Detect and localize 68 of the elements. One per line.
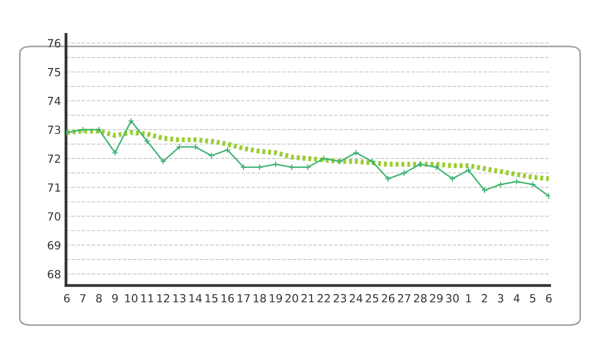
x-tick-label: 21	[302, 294, 314, 302]
x-tick-label: 20	[285, 294, 298, 302]
x-tick-label: 9	[112, 294, 118, 302]
point	[513, 178, 520, 185]
x-tick-label: 30	[446, 294, 459, 302]
x-tick-label: 6	[64, 294, 70, 302]
x-tick-label: 29	[430, 294, 443, 302]
x-tick-label: 16	[222, 294, 234, 302]
x-tick-label: 8	[96, 294, 102, 302]
point	[481, 186, 488, 194]
point	[304, 164, 312, 170]
point	[433, 164, 440, 170]
y-tick-label: 72	[48, 154, 60, 163]
point	[144, 138, 150, 144]
point	[128, 118, 134, 124]
x-tick-label: 7	[80, 294, 86, 302]
point	[272, 160, 279, 168]
x-tick-label: 18	[254, 294, 266, 302]
x-tick-label: 19	[270, 294, 282, 302]
y-tick-label: 71	[48, 184, 60, 192]
x-tick-label: 4	[514, 294, 520, 302]
x-tick-label: 17	[238, 294, 250, 302]
y-tick-label: 73	[48, 126, 60, 134]
point	[256, 164, 263, 170]
y-tick-label: 75	[48, 68, 60, 76]
point	[160, 158, 166, 165]
x-tick-label: 5	[530, 294, 536, 302]
y-tick-label: 76	[48, 39, 60, 48]
y-tick-label: 68	[48, 270, 60, 278]
point	[288, 164, 296, 170]
point	[497, 181, 504, 188]
x-tick-label: 24	[350, 294, 362, 302]
line-series	[66, 128, 550, 182]
point	[400, 170, 408, 176]
x-tick-label: 1	[466, 294, 471, 302]
x-tick-label: 23	[334, 294, 346, 302]
x-tick-label: 28	[414, 294, 427, 302]
point	[320, 155, 328, 162]
point	[449, 175, 456, 182]
point	[384, 175, 392, 182]
x-tick-label: 2	[482, 294, 487, 302]
point	[224, 146, 231, 154]
x-tick-label: 12	[157, 294, 170, 302]
x-tick-label: 15	[206, 294, 218, 302]
y-tick-label: 69	[48, 241, 60, 250]
point	[529, 181, 536, 188]
point	[112, 149, 118, 156]
x-tick-label: 3	[498, 294, 504, 302]
point	[368, 158, 376, 165]
x-tick-label: 11	[141, 294, 154, 302]
x-tick-label: 26	[382, 294, 394, 302]
point	[416, 160, 424, 168]
x-tick-label: 25	[366, 294, 378, 302]
point	[240, 164, 247, 170]
point	[336, 158, 344, 165]
point	[96, 126, 102, 133]
y-tick-label: 70	[48, 212, 60, 221]
point	[80, 126, 86, 133]
x-tick-label: 27	[398, 294, 410, 302]
x-tick-label: 13	[173, 294, 186, 302]
x-tick-label: 6	[546, 294, 552, 302]
point	[208, 152, 215, 159]
point	[352, 149, 360, 156]
point	[465, 166, 472, 174]
x-tick-label: 22	[318, 294, 330, 302]
y-tick-label: 74	[48, 96, 61, 106]
x-tick-label: 10	[125, 294, 138, 302]
x-tick-label: 14	[189, 294, 202, 302]
